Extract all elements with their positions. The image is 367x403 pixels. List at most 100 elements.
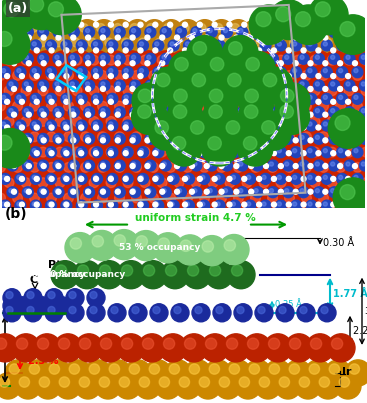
Circle shape bbox=[331, 338, 343, 349]
Circle shape bbox=[338, 202, 343, 206]
Circle shape bbox=[61, 173, 72, 184]
Circle shape bbox=[68, 181, 90, 203]
Circle shape bbox=[12, 193, 22, 203]
Circle shape bbox=[285, 162, 289, 166]
Circle shape bbox=[327, 86, 337, 96]
Circle shape bbox=[151, 34, 174, 57]
Circle shape bbox=[286, 74, 291, 79]
Circle shape bbox=[22, 160, 33, 171]
Circle shape bbox=[277, 149, 281, 153]
Circle shape bbox=[101, 61, 105, 66]
Circle shape bbox=[12, 23, 21, 32]
Circle shape bbox=[247, 122, 251, 126]
Circle shape bbox=[219, 164, 224, 168]
Circle shape bbox=[239, 38, 248, 47]
Circle shape bbox=[306, 67, 315, 76]
Circle shape bbox=[127, 127, 153, 153]
Circle shape bbox=[277, 137, 300, 160]
Circle shape bbox=[124, 95, 128, 100]
Circle shape bbox=[84, 64, 107, 86]
Circle shape bbox=[102, 143, 127, 168]
Circle shape bbox=[268, 27, 279, 37]
Circle shape bbox=[8, 158, 34, 184]
Circle shape bbox=[168, 22, 172, 27]
Circle shape bbox=[248, 141, 256, 149]
Circle shape bbox=[277, 175, 281, 179]
Circle shape bbox=[9, 135, 13, 139]
Circle shape bbox=[293, 55, 303, 65]
Circle shape bbox=[231, 53, 240, 61]
Circle shape bbox=[116, 135, 120, 139]
Circle shape bbox=[156, 73, 170, 87]
Circle shape bbox=[25, 166, 48, 189]
Circle shape bbox=[121, 265, 133, 276]
Circle shape bbox=[153, 22, 158, 27]
Circle shape bbox=[237, 53, 248, 64]
Text: uniform strain 4.7 %: uniform strain 4.7 % bbox=[135, 212, 255, 222]
Circle shape bbox=[76, 49, 98, 72]
Circle shape bbox=[323, 112, 348, 138]
Circle shape bbox=[208, 178, 218, 187]
Circle shape bbox=[6, 291, 13, 299]
Circle shape bbox=[331, 22, 336, 27]
Circle shape bbox=[153, 67, 164, 78]
Circle shape bbox=[189, 164, 195, 168]
Circle shape bbox=[331, 202, 336, 207]
Circle shape bbox=[244, 105, 258, 118]
Circle shape bbox=[202, 122, 225, 145]
Circle shape bbox=[242, 55, 252, 65]
Circle shape bbox=[49, 364, 59, 374]
Circle shape bbox=[248, 23, 256, 32]
Circle shape bbox=[168, 93, 179, 104]
Circle shape bbox=[348, 53, 357, 61]
Circle shape bbox=[55, 178, 65, 187]
Circle shape bbox=[34, 74, 39, 79]
Circle shape bbox=[310, 338, 322, 349]
Circle shape bbox=[262, 95, 266, 100]
Circle shape bbox=[138, 48, 143, 53]
Circle shape bbox=[238, 81, 264, 107]
Circle shape bbox=[231, 175, 236, 179]
Circle shape bbox=[265, 111, 273, 120]
Circle shape bbox=[199, 120, 210, 131]
Circle shape bbox=[293, 61, 298, 66]
Circle shape bbox=[116, 162, 120, 166]
Circle shape bbox=[115, 193, 124, 203]
Circle shape bbox=[38, 185, 46, 193]
Circle shape bbox=[275, 120, 286, 131]
Circle shape bbox=[229, 189, 255, 214]
Circle shape bbox=[185, 181, 208, 203]
Circle shape bbox=[306, 185, 315, 193]
Circle shape bbox=[184, 200, 195, 211]
Circle shape bbox=[166, 131, 202, 166]
Circle shape bbox=[168, 200, 179, 211]
Circle shape bbox=[229, 127, 255, 153]
Circle shape bbox=[19, 99, 24, 104]
Circle shape bbox=[172, 126, 181, 135]
Circle shape bbox=[76, 93, 87, 104]
Circle shape bbox=[47, 42, 52, 46]
Circle shape bbox=[197, 53, 206, 61]
Circle shape bbox=[149, 101, 159, 111]
Circle shape bbox=[206, 187, 217, 197]
Circle shape bbox=[51, 112, 76, 138]
Circle shape bbox=[244, 166, 266, 189]
Circle shape bbox=[202, 64, 225, 86]
Circle shape bbox=[165, 360, 191, 386]
Circle shape bbox=[15, 120, 26, 131]
Circle shape bbox=[32, 202, 36, 206]
Circle shape bbox=[206, 38, 214, 47]
Circle shape bbox=[94, 149, 98, 153]
Circle shape bbox=[239, 29, 243, 33]
Circle shape bbox=[285, 189, 289, 193]
Circle shape bbox=[73, 261, 101, 289]
Circle shape bbox=[115, 35, 120, 40]
Circle shape bbox=[331, 55, 335, 59]
Circle shape bbox=[264, 35, 269, 40]
Circle shape bbox=[76, 189, 102, 214]
Circle shape bbox=[246, 97, 272, 123]
Circle shape bbox=[352, 138, 357, 143]
Circle shape bbox=[51, 34, 73, 57]
Circle shape bbox=[237, 160, 248, 171]
Circle shape bbox=[114, 160, 125, 171]
